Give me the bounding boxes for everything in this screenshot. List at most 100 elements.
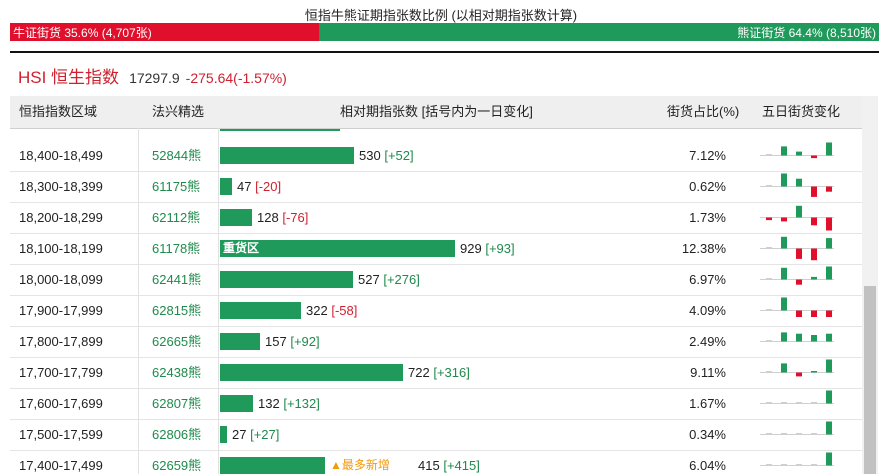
quantity-number: 128 — [257, 210, 279, 225]
range-cell: 18,300-18,399 — [19, 179, 103, 194]
five-day-trend-svg — [760, 142, 834, 159]
quantity-bar — [220, 426, 227, 443]
table-row: 17,400-17,499 62659熊 ▲最多新增 415 [+415] 6.04% — [10, 450, 862, 474]
five-day-trend-svg — [760, 421, 834, 435]
table-row: 17,500-17,599 62806熊 27 [+27] 0.34% — [10, 419, 862, 451]
trend-bar-day-5 — [826, 421, 832, 435]
quantity-value: 157 [+92] — [265, 326, 320, 357]
range-cell: 17,600-17,699 — [19, 396, 103, 411]
quantity-value: 527 [+276] — [358, 264, 420, 295]
quantity-bar — [220, 457, 325, 474]
daily-change: [-76] — [282, 210, 309, 225]
range-cell: 17,800-17,899 — [19, 334, 103, 349]
quantity-bar — [220, 395, 253, 412]
range-cell: 18,400-18,499 — [19, 148, 103, 163]
range-cell: 17,700-17,799 — [19, 365, 103, 380]
range-cell: 17,400-17,499 — [19, 458, 103, 473]
table-row: 18,200-18,299 62112熊 128 [-76] 1.73% — [10, 202, 862, 234]
trend-bar-day-4 — [811, 217, 817, 226]
quantity-bar — [220, 178, 232, 195]
trend-bar-day-5 — [826, 390, 832, 404]
scrollbar[interactable] — [862, 96, 878, 474]
most-new-tag: ▲最多新增 — [330, 458, 390, 472]
trend-bar-day-4 — [811, 371, 817, 373]
header-pick: 法兴精选 — [152, 104, 205, 119]
warrant-code-link[interactable]: 62806熊 — [152, 427, 202, 442]
trend-bar-day-2 — [781, 464, 787, 465]
trend-bar-day-4 — [811, 464, 817, 465]
five-day-trend-chart — [758, 171, 834, 202]
header-five-day-trend: 五日街货变化 — [762, 104, 841, 119]
trend-bar-day-5 — [826, 310, 832, 317]
range-cell: 17,500-17,599 — [19, 427, 103, 442]
trend-bar-day-1 — [766, 247, 772, 248]
trend-bar-day-5 — [826, 359, 832, 373]
daily-change: [-20] — [255, 179, 282, 194]
column-separator — [218, 128, 219, 474]
daily-change: [+27] — [250, 427, 280, 442]
quantity-value: 722 [+316] — [408, 357, 470, 388]
index-name[interactable]: HSI 恒生指数 — [18, 68, 120, 87]
five-day-trend-svg — [760, 266, 834, 285]
cbbc-distribution-table: 恒指指数区域 法兴精选 相对期指张数 [括号内为一日变化] 街货占比(%) 五日… — [10, 96, 862, 474]
warrant-code-link[interactable]: 62659熊 — [152, 458, 202, 473]
trend-bar-day-2 — [781, 146, 787, 156]
daily-change: [+92] — [290, 334, 320, 349]
warrant-code-link[interactable]: 61178熊 — [152, 241, 201, 256]
trend-bar-day-2 — [781, 217, 787, 222]
percentage-value: 0.62% — [689, 179, 726, 194]
daily-change: [+316] — [433, 365, 470, 380]
percentage-value: 6.97% — [689, 272, 726, 287]
trend-bar-day-1 — [766, 185, 772, 186]
quantity-bar — [220, 364, 403, 381]
five-day-trend-svg — [760, 452, 834, 466]
daily-change: [+132] — [283, 396, 320, 411]
five-day-trend-chart — [758, 202, 834, 233]
five-day-trend-svg — [760, 236, 834, 261]
section-divider — [10, 51, 879, 53]
trend-bar-day-5 — [826, 266, 832, 280]
trend-bar-day-3 — [796, 178, 802, 187]
trend-bar-day-5 — [826, 217, 832, 231]
column-separator — [138, 128, 139, 474]
previous-row-bar-edge — [220, 129, 340, 131]
warrant-code-link[interactable]: 62815熊 — [152, 303, 202, 318]
warrant-code-link[interactable]: 62665熊 — [152, 334, 202, 349]
warrant-code-link[interactable]: 62112熊 — [152, 210, 201, 225]
warrant-code-link[interactable]: 62441熊 — [152, 272, 202, 287]
trend-bar-day-1 — [766, 340, 772, 341]
bear-share-segment: 熊证街货 64.4% (8,510张) — [319, 23, 879, 41]
table-row: 17,700-17,799 62438熊 722 [+316] 9.11% — [10, 357, 862, 389]
trend-bar-day-5 — [826, 333, 832, 342]
warrant-code-link[interactable]: 52844熊 — [152, 148, 202, 163]
trend-bar-day-4 — [811, 276, 817, 280]
trend-bar-day-4 — [811, 335, 817, 342]
warrant-code-link[interactable]: 62438熊 — [152, 365, 202, 380]
trend-bar-day-5 — [826, 238, 832, 249]
trend-bar-day-2 — [781, 236, 787, 249]
quantity-number: 530 — [359, 148, 381, 163]
warrant-code-link[interactable]: 61175熊 — [152, 179, 201, 194]
quantity-value: 128 [-76] — [257, 202, 308, 233]
table-row: 18,400-18,499 52844熊 530 [+52] 7.12% — [10, 140, 862, 172]
daily-change: [+93] — [485, 241, 515, 256]
trend-bar-day-3 — [796, 248, 802, 259]
quantity-bar: 重货区 — [220, 240, 455, 257]
percentage-value: 1.73% — [689, 210, 726, 225]
table-row: 17,800-17,899 62665熊 157 [+92] 2.49% — [10, 326, 862, 358]
quantity-number: 132 — [258, 396, 280, 411]
bull-share-label: 牛证街货 35.6% (4,707张) — [13, 25, 152, 40]
quantity-value: 132 [+132] — [258, 388, 320, 419]
trend-bar-day-3 — [796, 433, 802, 434]
trend-bar-day-4 — [811, 433, 817, 434]
warrant-code-link[interactable]: 62807熊 — [152, 396, 202, 411]
quantity-number: 47 — [237, 179, 252, 194]
quantity-bar — [220, 271, 353, 288]
quantity-number: 157 — [265, 334, 287, 349]
quantity-bar — [220, 209, 252, 226]
scrollbar-thumb[interactable] — [864, 286, 876, 474]
table-row: 17,600-17,699 62807熊 132 [+132] 1.67% — [10, 388, 862, 420]
bear-share-label: 熊证街货 64.4% (8,510张) — [737, 25, 876, 40]
five-day-trend-svg — [760, 205, 834, 231]
table-row: 18,000-18,099 62441熊 527 [+276] 6.97% — [10, 264, 862, 296]
